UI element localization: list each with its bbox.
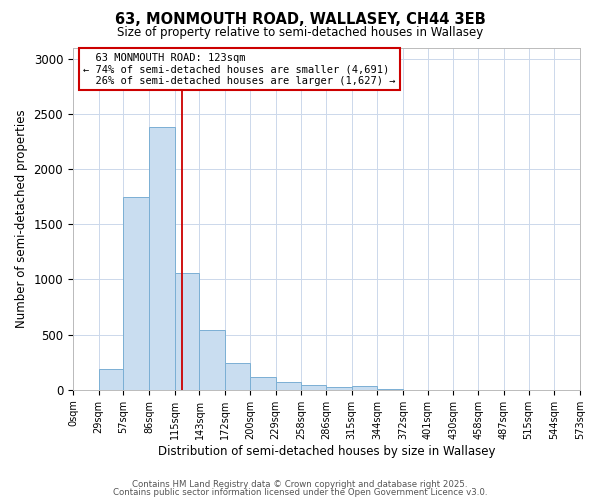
Text: Contains HM Land Registry data © Crown copyright and database right 2025.: Contains HM Land Registry data © Crown c… — [132, 480, 468, 489]
Bar — [149, 127, 175, 390]
Bar — [326, 387, 352, 390]
Bar — [377, 388, 403, 390]
Bar — [175, 273, 199, 390]
Y-axis label: Number of semi-detached properties: Number of semi-detached properties — [15, 110, 28, 328]
Text: 63, MONMOUTH ROAD, WALLASEY, CH44 3EB: 63, MONMOUTH ROAD, WALLASEY, CH44 3EB — [115, 12, 485, 28]
Bar — [199, 330, 225, 390]
Bar — [301, 386, 326, 390]
Bar — [225, 364, 250, 390]
Bar — [250, 376, 275, 390]
Bar — [275, 382, 301, 390]
Text: Contains public sector information licensed under the Open Government Licence v3: Contains public sector information licen… — [113, 488, 487, 497]
X-axis label: Distribution of semi-detached houses by size in Wallasey: Distribution of semi-detached houses by … — [158, 444, 495, 458]
Bar — [98, 370, 124, 390]
Text: Size of property relative to semi-detached houses in Wallasey: Size of property relative to semi-detach… — [117, 26, 483, 39]
Bar — [124, 196, 149, 390]
Bar — [352, 386, 377, 390]
Text: 63 MONMOUTH ROAD: 123sqm
← 74% of semi-detached houses are smaller (4,691)
  26%: 63 MONMOUTH ROAD: 123sqm ← 74% of semi-d… — [83, 52, 395, 86]
